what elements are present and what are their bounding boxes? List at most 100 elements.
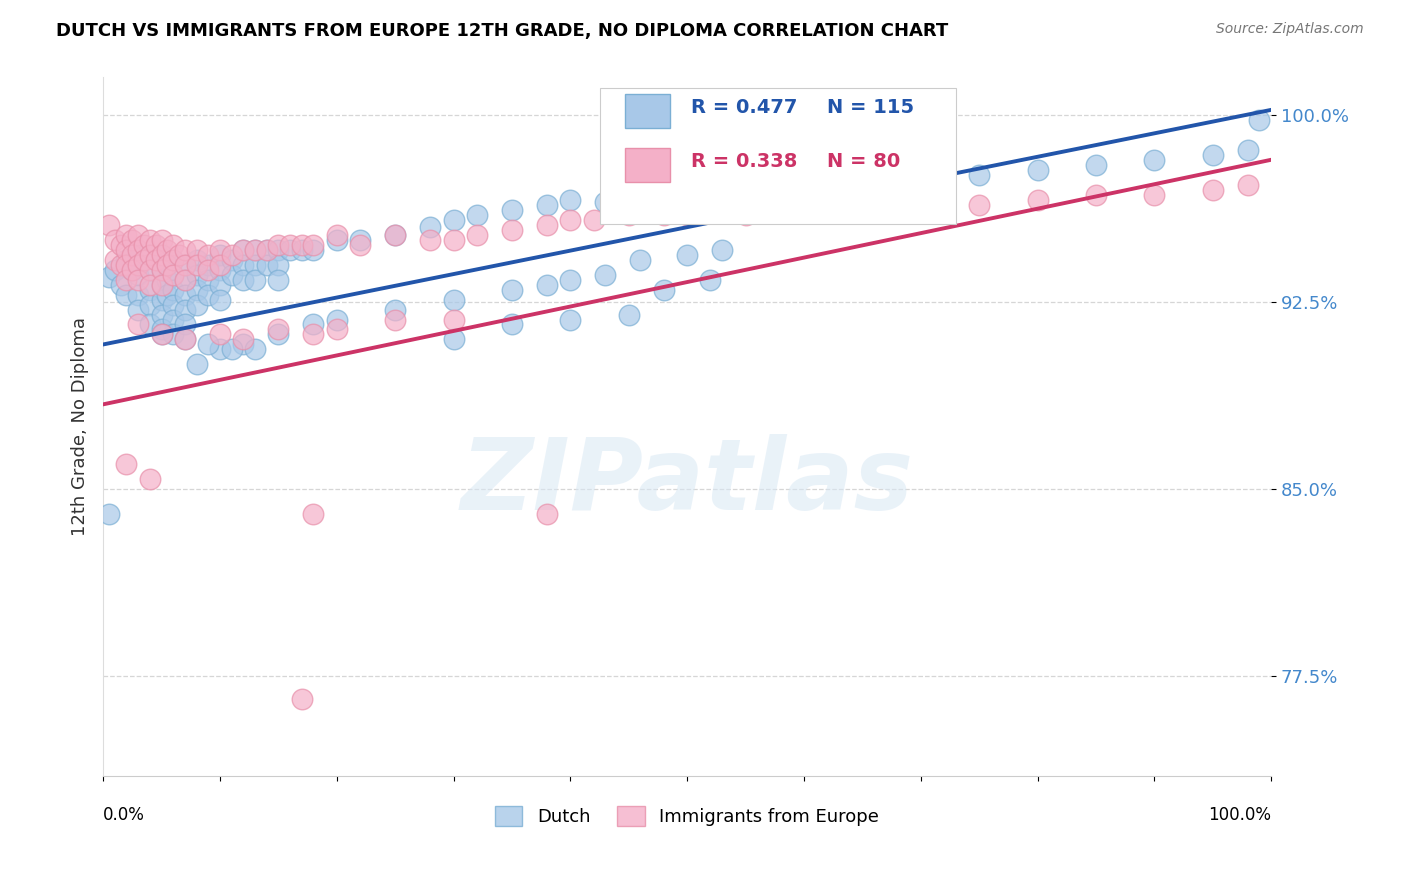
Point (115, 243, 138, 257)
Point (465, 208, 488, 222)
Point (652, 208, 675, 222)
Point (628, 252, 651, 267)
Point (851, 202, 873, 217)
Point (167, 247, 190, 261)
Point (186, 358, 208, 372)
Point (232, 333, 254, 347)
Point (127, 247, 149, 261)
Point (156, 258, 179, 272)
Point (98, 270, 121, 285)
Point (267, 243, 290, 257)
Point (186, 283, 208, 297)
Point (232, 243, 254, 257)
Point (208, 243, 231, 257)
Point (139, 277, 162, 292)
Text: ZIPatlas: ZIPatlas (461, 434, 914, 532)
Point (267, 272, 290, 286)
Point (256, 243, 278, 257)
Point (150, 247, 173, 261)
Point (967, 168, 990, 182)
Point (560, 312, 582, 326)
Point (173, 302, 195, 317)
Point (267, 237, 290, 252)
Point (150, 322, 173, 336)
Point (127, 268, 149, 282)
Point (967, 197, 990, 211)
Point (121, 262, 143, 277)
Point (443, 312, 465, 326)
Point (197, 262, 219, 277)
Point (1084, 187, 1107, 202)
Point (186, 243, 208, 257)
Point (1202, 148, 1225, 162)
Point (734, 208, 756, 222)
Point (267, 322, 290, 336)
Point (139, 247, 162, 261)
Text: R = 0.338: R = 0.338 (690, 152, 797, 170)
Point (595, 268, 617, 282)
Point (243, 258, 266, 272)
Point (501, 202, 523, 217)
Text: 100.0%: 100.0% (1208, 806, 1271, 824)
Point (197, 272, 219, 286)
Point (278, 243, 301, 257)
Point (197, 337, 219, 351)
Point (560, 272, 582, 286)
Point (243, 243, 266, 257)
Point (132, 237, 155, 252)
Point (139, 297, 162, 311)
Point (232, 337, 254, 351)
FancyBboxPatch shape (599, 88, 956, 224)
Point (536, 507, 558, 521)
Point (104, 262, 127, 277)
Point (302, 318, 325, 332)
Point (150, 327, 173, 342)
Point (197, 258, 219, 272)
Point (256, 243, 278, 257)
Y-axis label: 12th Grade, No Diploma: 12th Grade, No Diploma (72, 318, 89, 536)
Point (419, 233, 441, 247)
Point (711, 243, 734, 257)
Point (156, 258, 179, 272)
Point (1202, 183, 1225, 197)
Point (173, 333, 195, 347)
Point (186, 297, 208, 311)
Point (104, 233, 127, 247)
Point (162, 252, 184, 267)
Point (139, 318, 162, 332)
Point (291, 243, 314, 257)
Point (536, 197, 558, 211)
Point (349, 233, 371, 247)
Point (325, 233, 347, 247)
Point (243, 343, 266, 357)
Point (156, 243, 179, 257)
Point (676, 208, 699, 222)
Point (139, 247, 162, 261)
Text: R = 0.477: R = 0.477 (690, 98, 797, 117)
Point (302, 243, 325, 257)
Point (384, 227, 406, 242)
Legend: Dutch, Immigrants from Europe: Dutch, Immigrants from Europe (488, 799, 886, 833)
Point (162, 327, 184, 342)
Point (267, 327, 290, 342)
Point (156, 287, 179, 301)
Point (221, 252, 243, 267)
Point (162, 268, 184, 282)
Point (173, 258, 195, 272)
Point (115, 227, 138, 242)
Point (150, 262, 173, 277)
Point (232, 243, 254, 257)
Point (1143, 187, 1166, 202)
Text: N = 80: N = 80 (827, 152, 900, 170)
Point (132, 252, 155, 267)
Point (1249, 112, 1271, 127)
Point (910, 197, 932, 211)
Point (243, 243, 266, 257)
Point (186, 268, 208, 282)
Point (291, 691, 314, 706)
Point (173, 272, 195, 286)
Text: Source: ZipAtlas.com: Source: ZipAtlas.com (1216, 22, 1364, 37)
Point (150, 262, 173, 277)
Point (1026, 193, 1049, 207)
Point (173, 243, 195, 257)
